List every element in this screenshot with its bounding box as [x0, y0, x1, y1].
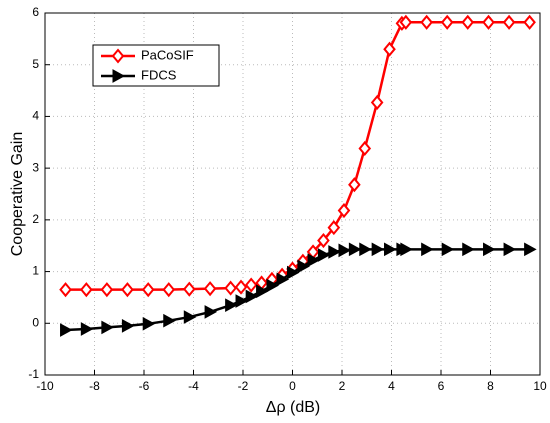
marker	[421, 242, 434, 257]
marker	[100, 282, 114, 298]
marker	[111, 48, 125, 64]
marker	[256, 284, 269, 299]
marker	[502, 14, 516, 30]
marker	[317, 232, 330, 249]
y-tick-label: 0	[32, 315, 39, 329]
x-tick-label: 2	[339, 379, 346, 393]
legend-label: FDCS	[141, 67, 177, 82]
marker	[244, 277, 258, 293]
x-tick-label: 10	[533, 379, 547, 393]
marker	[276, 272, 290, 287]
x-tick-label: -4	[188, 379, 199, 393]
marker	[59, 282, 72, 298]
marker	[112, 69, 126, 83]
x-tick-label: -2	[238, 379, 249, 393]
marker	[337, 202, 351, 219]
marker	[266, 278, 280, 293]
y-tick-label: 5	[32, 57, 39, 71]
marker	[348, 177, 361, 193]
marker	[203, 281, 217, 297]
marker	[358, 140, 372, 157]
marker	[440, 14, 454, 30]
marker	[225, 298, 238, 313]
marker	[182, 281, 196, 297]
marker	[524, 242, 537, 257]
x-tick-label: -10	[36, 379, 54, 393]
marker	[162, 282, 176, 298]
marker	[142, 316, 156, 331]
y-tick-label: 1	[32, 264, 39, 278]
marker	[121, 319, 135, 333]
plot-frame	[44, 12, 541, 376]
y-tick-label: 2	[32, 212, 39, 226]
marker	[80, 322, 94, 336]
marker	[384, 242, 397, 257]
marker	[183, 310, 197, 324]
marker	[141, 282, 155, 298]
marker	[245, 289, 259, 304]
marker	[80, 282, 93, 298]
marker	[483, 242, 496, 257]
marker	[383, 41, 396, 57]
y-tick-label: -1	[28, 367, 39, 381]
marker	[101, 320, 114, 335]
marker	[307, 253, 321, 268]
x-tick-label: 8	[487, 379, 494, 393]
y-tick-label: 4	[32, 109, 39, 123]
marker	[338, 243, 352, 258]
marker	[420, 14, 433, 30]
marker	[399, 14, 413, 30]
x-tick-label: -6	[139, 379, 150, 393]
marker	[441, 242, 455, 257]
marker	[224, 280, 237, 296]
marker	[371, 242, 385, 257]
legend-label: PaCoSIF	[141, 47, 194, 62]
marker	[317, 248, 331, 262]
marker	[359, 242, 372, 257]
marker	[400, 242, 413, 257]
y-tick-label: 3	[32, 160, 39, 174]
marker	[121, 282, 134, 298]
marker	[60, 323, 73, 337]
marker	[297, 259, 310, 274]
marker	[327, 220, 341, 236]
marker	[235, 294, 249, 308]
x-tick-label: -8	[89, 379, 100, 393]
marker	[482, 14, 495, 30]
marker	[348, 242, 362, 257]
marker	[234, 279, 248, 295]
x-tick-label: 0	[289, 379, 296, 393]
marker	[523, 14, 536, 30]
y-tick-label: 6	[32, 5, 39, 19]
x-tick-label: 4	[388, 379, 395, 393]
marker	[462, 242, 475, 257]
x-tick-label: 6	[438, 379, 445, 393]
marker	[461, 14, 475, 30]
x-axis-label: Δρ (dB)	[266, 399, 320, 416]
marker	[370, 94, 384, 111]
marker	[503, 242, 517, 257]
marker	[328, 245, 341, 259]
y-axis-label: Cooperative Gain	[9, 132, 26, 257]
marker	[204, 305, 218, 319]
marker	[287, 265, 300, 280]
marker	[163, 313, 176, 328]
